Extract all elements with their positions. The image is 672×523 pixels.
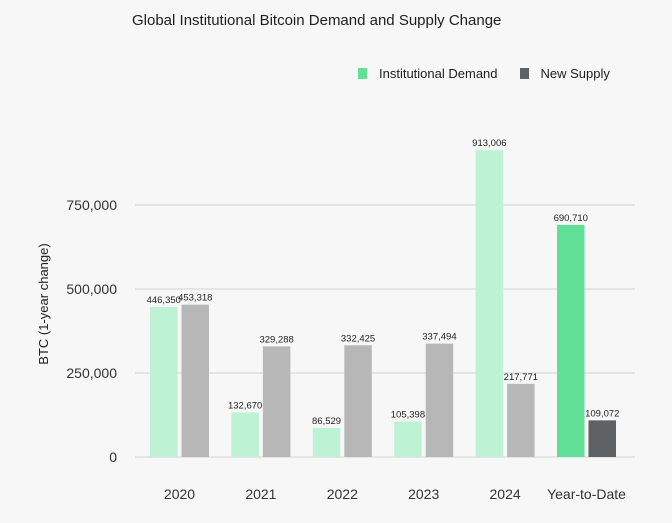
bar-supply xyxy=(588,420,616,457)
data-label-demand: 446,350 xyxy=(147,295,181,306)
legend-item-demand: Institutional Demand xyxy=(358,66,498,81)
bar-demand xyxy=(312,427,341,457)
legend-label-demand: Institutional Demand xyxy=(379,66,498,81)
data-label-supply: 217,771 xyxy=(504,372,538,383)
y-tick-label: 0 xyxy=(109,449,117,465)
x-tick-label: 2022 xyxy=(327,486,358,502)
x-tick-label: 2021 xyxy=(245,486,276,502)
bar-supply xyxy=(344,345,372,457)
data-label-demand: 690,710 xyxy=(554,213,588,224)
data-label-supply: 109,072 xyxy=(585,408,619,419)
bar-demand xyxy=(150,307,178,457)
bar-demand xyxy=(231,412,259,457)
bar-supply xyxy=(262,346,291,457)
bar-supply xyxy=(507,383,535,457)
legend-swatch-demand xyxy=(358,68,367,79)
y-tick-label: 750,000 xyxy=(66,197,117,213)
bar-supply xyxy=(425,343,454,457)
legend-item-supply: New Supply xyxy=(519,66,610,81)
data-label-demand: 105,398 xyxy=(391,410,425,421)
data-label-supply: 453,318 xyxy=(178,293,212,304)
x-tick-label: 2020 xyxy=(164,486,195,502)
legend-label-supply: New Supply xyxy=(540,66,610,81)
chart-title: Global Institutional Bitcoin Demand and … xyxy=(132,12,502,29)
data-label-demand: 913,006 xyxy=(472,138,506,149)
legend: Institutional Demand New Supply xyxy=(358,66,632,81)
x-tick-label: 2023 xyxy=(408,486,439,502)
data-label-demand: 86,529 xyxy=(312,416,341,427)
bar-demand xyxy=(557,224,585,457)
data-label-supply: 329,288 xyxy=(259,334,293,345)
y-tick-label: 500,000 xyxy=(66,281,117,297)
data-label-supply: 337,494 xyxy=(422,332,456,343)
data-label-demand: 132,670 xyxy=(228,400,262,411)
data-label-supply: 332,425 xyxy=(341,333,375,344)
x-tick-label: 2024 xyxy=(490,486,521,502)
legend-swatch-supply xyxy=(519,68,529,79)
y-axis-title: BTC (1-year change) xyxy=(36,243,51,364)
bar-supply xyxy=(181,304,209,457)
bar-demand xyxy=(394,421,422,457)
bar-demand xyxy=(475,150,504,457)
y-tick-label: 250,000 xyxy=(66,365,117,381)
x-tick-label: Year-to-Date xyxy=(547,486,626,502)
